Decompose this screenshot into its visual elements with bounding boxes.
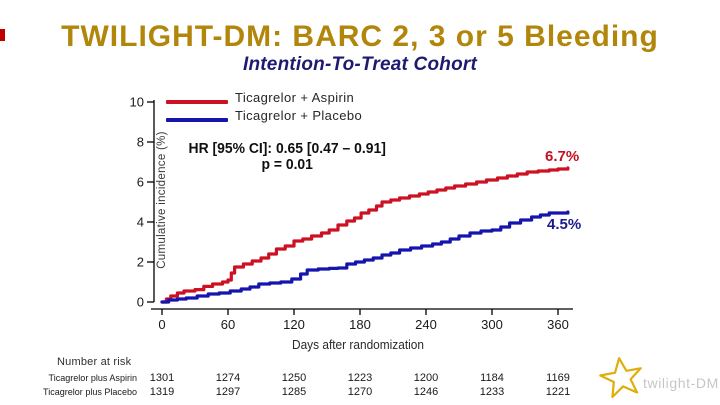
risk-count: 1250: [281, 372, 307, 384]
y-tick-label: 10: [129, 94, 144, 110]
risk-count: 1169: [546, 372, 570, 384]
y-tick-label: 2: [136, 254, 144, 270]
p-value-line: p = 0.01: [261, 157, 313, 173]
risk-count: 1221: [545, 386, 571, 398]
x-axis-title: Days after randomization: [291, 338, 424, 352]
risk-count: 1297: [215, 386, 241, 398]
risk-count: 1246: [413, 386, 439, 398]
curve-end-label-placebo: 4.5%: [547, 216, 582, 233]
hazard-ratio-line1: HR [95% CI]: 0.65 [0.47 – 0.91]: [188, 141, 386, 157]
curve-ticagrelor-aspirin: [160, 166, 570, 304]
legend-label: Ticagrelor + Aspirin: [235, 90, 355, 105]
legend-item-aspirin: Ticagrelor + Aspirin: [0, 90, 400, 109]
x-tick-label: 360: [547, 317, 569, 332]
legend-line-red-icon: [166, 100, 228, 104]
x-tick-label: 0: [158, 317, 166, 332]
risk-count: 1274: [215, 372, 241, 384]
risk-count: 1285: [281, 386, 307, 398]
risk-count: 1319: [149, 386, 175, 398]
y-tick-label: 8: [136, 134, 144, 150]
y-tick-label: 0: [136, 294, 144, 310]
slide-title: TWILIGHT-DM: BARC 2, 3 or 5 Bleeding: [61, 20, 659, 53]
x-tick-label: 120: [283, 317, 305, 332]
risk-row-label-aspirin: Ticagrelor plus Aspirin: [48, 373, 138, 384]
risk-count: 1301: [149, 372, 175, 384]
twilight-dm-logo: twilight-DM: [596, 355, 718, 403]
risk-count: 1223: [347, 372, 373, 384]
legend-item-placebo: Ticagrelor + Placebo: [0, 108, 400, 127]
x-tick-label: 300: [481, 317, 503, 332]
curve-ticagrelor-placebo: [160, 210, 570, 304]
risk-row-label-placebo: Ticagrelor plus Placebo: [43, 387, 137, 398]
twilight-star-icon: [599, 357, 642, 399]
risk-count: 1200: [413, 372, 439, 384]
risk-count: 1270: [347, 386, 373, 398]
legend-label: Ticagrelor + Placebo: [235, 108, 363, 123]
number-at-risk-header: Number at risk: [57, 356, 132, 368]
y-tick-label: 4: [136, 214, 144, 230]
risk-count: 1184: [480, 372, 504, 384]
hazard-ratio-annotation: HR [95% CI]: 0.65 [0.47 – 0.91] p = 0.01: [172, 141, 402, 173]
x-tick-label: 240: [415, 317, 437, 332]
slide-edge-artifact: [0, 29, 5, 41]
legend-line-blue-icon: [166, 118, 228, 122]
x-tick-label: 60: [220, 317, 236, 332]
curve-end-label-aspirin: 6.7%: [545, 148, 580, 165]
y-tick-label: 6: [136, 174, 144, 190]
slide-subtitle: Intention-To-Treat Cohort: [242, 54, 478, 75]
risk-count: 1233: [479, 386, 505, 398]
logo-text: twilight-DM: [643, 375, 719, 391]
x-tick-label: 180: [349, 317, 371, 332]
